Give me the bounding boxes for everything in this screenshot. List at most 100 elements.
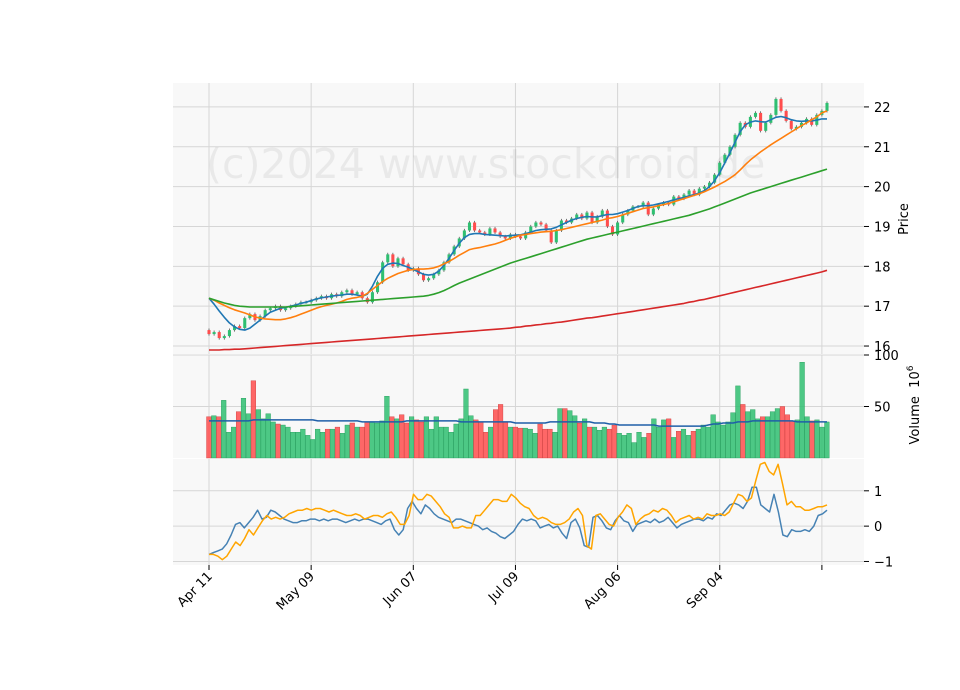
candle-down <box>677 196 681 199</box>
candle-down <box>789 120 793 129</box>
candle-down <box>483 232 487 235</box>
candle-up <box>227 330 231 337</box>
volume-bar-down <box>502 421 509 459</box>
volume-bar-down <box>587 426 593 459</box>
volume-bar-up <box>265 413 271 459</box>
candle-up <box>529 226 533 233</box>
volume-bar-up <box>226 432 232 459</box>
candle-up <box>718 162 722 175</box>
volume-bar-up <box>616 433 622 459</box>
volume-bar-up <box>428 428 434 459</box>
volume-bar-up <box>552 432 558 459</box>
volume-bar-down <box>349 422 355 459</box>
volume-bar-up <box>295 432 301 459</box>
volume-bar-up <box>680 428 687 459</box>
candle-down <box>391 254 395 267</box>
volume-bar-down <box>389 416 395 459</box>
price-y-tick-label: 19 <box>874 220 891 235</box>
volume-bar-up <box>730 412 736 459</box>
volume-bar-up <box>769 411 776 459</box>
price-panel <box>173 83 864 354</box>
candle-up <box>263 310 267 317</box>
volume-bar-up <box>488 426 494 459</box>
ma-short-line <box>208 115 827 331</box>
volume-bar-down <box>740 404 746 459</box>
candle-up <box>662 202 666 205</box>
volume-bar-down <box>493 409 499 459</box>
volume-bar-down <box>334 426 340 459</box>
oscillator-plot <box>208 461 828 561</box>
x-tick-label: Jun 07 <box>380 569 420 609</box>
candle-up <box>753 112 758 117</box>
candle-up <box>825 102 829 111</box>
volume-bar-up <box>344 424 350 459</box>
volume-bar-up <box>567 410 573 459</box>
volume-bar-up <box>453 423 459 459</box>
volume-bar-up <box>522 427 528 459</box>
volume-bar-up <box>631 442 637 459</box>
candle-down <box>217 332 221 339</box>
volume-average-line <box>209 419 827 427</box>
volume-bar-up <box>799 362 805 459</box>
volume-bar-up <box>755 418 761 459</box>
x-tick-label: Apr 11 <box>175 569 216 610</box>
volume-axis-title-spacer <box>908 388 923 396</box>
candle-down <box>401 258 405 265</box>
candle-up <box>243 318 247 329</box>
volume-bar-down <box>646 433 652 459</box>
candle-down <box>539 222 543 225</box>
volume-bar-up <box>601 426 607 459</box>
volume-bar-up <box>824 421 830 459</box>
volume-bar-up <box>458 418 464 459</box>
candle-up <box>621 214 625 223</box>
volume-bar-up <box>310 439 316 459</box>
volume-bar-down <box>666 418 672 459</box>
candle-up <box>488 228 492 235</box>
volume-bar-up <box>433 416 439 459</box>
candle-down <box>610 226 615 235</box>
candle-down <box>473 222 477 231</box>
volume-bar-up <box>300 428 306 459</box>
candle-down <box>493 228 497 233</box>
candle-down <box>692 190 696 195</box>
price-y-tick-label: 21 <box>874 141 891 156</box>
oscillator-panel <box>173 459 864 565</box>
ma-mid-line <box>208 110 828 321</box>
volume-bar-down <box>809 420 815 459</box>
volume-bar-up <box>221 400 227 459</box>
volume-y-tick-label: 100 <box>874 349 899 364</box>
volume-bar-up <box>557 408 563 459</box>
volume-bar-up <box>290 432 296 459</box>
volume-bar-up <box>231 426 237 459</box>
volume-bar-up <box>280 424 286 459</box>
volume-bar-up <box>468 415 474 459</box>
volume-bar-up <box>270 421 276 459</box>
volume-bar-down <box>690 431 696 459</box>
volume-bar-down <box>784 414 790 459</box>
volume-bar-up <box>394 418 400 459</box>
candle-up <box>585 212 589 219</box>
x-tick-label: Jul 09 <box>485 569 522 606</box>
volume-bar-up <box>255 409 261 459</box>
volume-bar-up <box>463 388 469 459</box>
candle-up <box>656 204 660 209</box>
volume-bar-up <box>527 428 533 459</box>
candle-up <box>534 222 538 227</box>
volume-bar-up <box>305 435 311 459</box>
volume-bar-up <box>819 426 825 459</box>
oscillator-y-tick-label: 0 <box>874 520 882 535</box>
volume-bar-down <box>577 422 583 459</box>
candle-up <box>467 222 472 231</box>
candle-up <box>432 274 436 279</box>
candle-up <box>355 292 359 295</box>
volume-bar-down <box>359 426 365 459</box>
candle-up <box>212 332 216 335</box>
volume-bar-up <box>320 432 326 459</box>
candle-down <box>350 290 354 295</box>
candle-down <box>810 118 814 125</box>
volume-bar-up <box>671 437 677 459</box>
volume-bar-up <box>582 418 588 459</box>
candle-up <box>222 336 226 339</box>
candle-up <box>437 270 441 275</box>
